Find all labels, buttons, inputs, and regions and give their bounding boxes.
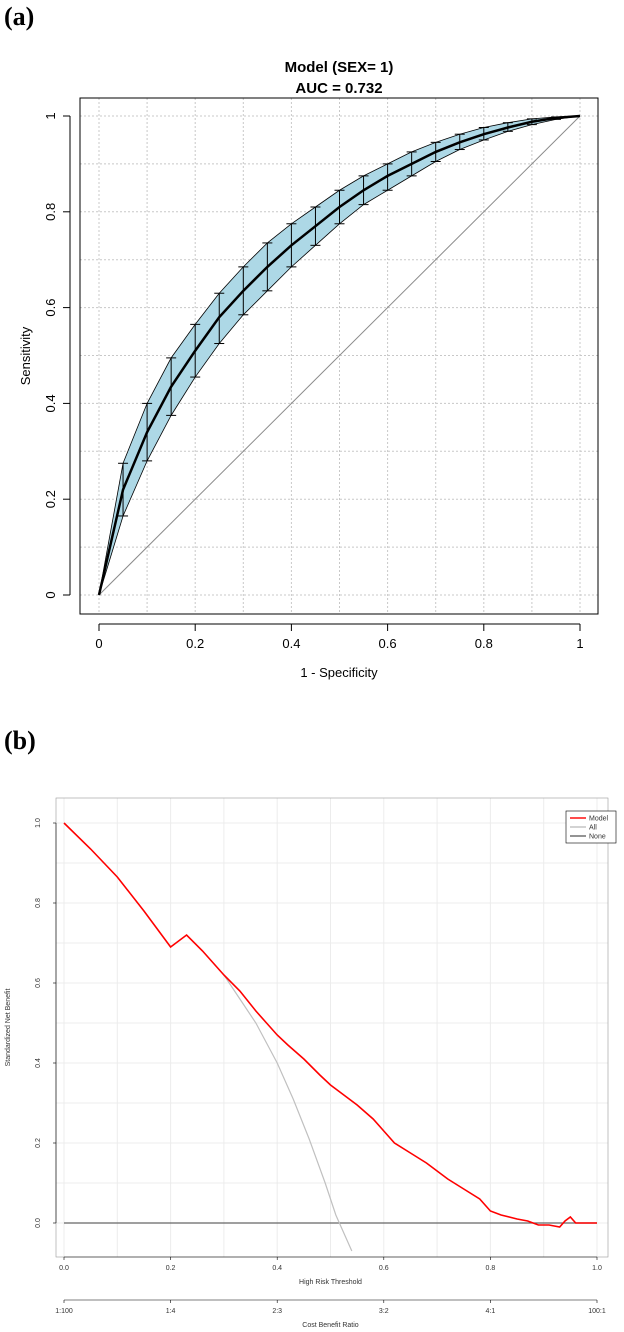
x-tick-label: 1.0	[592, 1265, 602, 1272]
y-tick-label: 0.2	[35, 1138, 42, 1148]
chart-subtitle: AUC = 0.732	[295, 80, 382, 97]
secondary-axis-label: Cost Benefit Ratio	[302, 1322, 359, 1329]
x-tick-label: 0.4	[272, 1265, 282, 1272]
secondary-tick-label: 2:3	[272, 1308, 282, 1315]
y-tick-label: 0.4	[43, 394, 58, 412]
legend-label-model: Model	[589, 816, 609, 823]
y-tick-label: 0.2	[43, 490, 58, 508]
x-tick-label: 0.2	[186, 636, 204, 651]
y-tick-label: 0.4	[35, 1058, 42, 1068]
series-line-all	[186, 934, 353, 1252]
series-line-model	[63, 822, 597, 1228]
x-tick-label: 0.8	[486, 1265, 496, 1272]
secondary-tick-label: 1:4	[166, 1308, 176, 1315]
y-axis-label: Standardized Net Benefit	[5, 989, 12, 1067]
x-tick-label: 0.6	[379, 1265, 389, 1272]
y-tick-label: 1	[43, 112, 58, 119]
y-tick-label: 0	[43, 591, 58, 598]
x-tick-label: 0	[95, 636, 102, 651]
chart-title: Model (SEX= 1)	[285, 59, 394, 76]
legend-label-none: None	[589, 834, 606, 841]
plot-frame	[79, 97, 599, 615]
roc-curve	[97, 114, 581, 596]
x-tick-label: 1	[576, 636, 583, 651]
y-tick-label: 0.6	[43, 299, 58, 317]
reference-diagonal	[98, 115, 581, 596]
x-axis-label: High Risk Threshold	[299, 1279, 362, 1286]
y-tick-label: 1.0	[35, 818, 42, 828]
x-tick-label: 0.2	[166, 1265, 176, 1272]
y-tick-label: 0.0	[35, 1218, 42, 1228]
y-tick-label: 0.8	[35, 898, 42, 908]
y-axis-label: Sensitivity	[18, 326, 33, 385]
x-axis-label: 1 - Specificity	[300, 665, 378, 680]
x-tick-label: 0.8	[475, 636, 493, 651]
plot-frame	[55, 797, 609, 1258]
secondary-tick-label: 100:1	[588, 1308, 606, 1315]
secondary-tick-label: 1:100	[55, 1308, 73, 1315]
panel-label-a: (a)	[4, 2, 35, 31]
y-tick-label: 0.8	[43, 203, 58, 221]
secondary-tick-label: 4:1	[486, 1308, 496, 1315]
series-group	[63, 822, 597, 1252]
panel-label-b: (b)	[4, 726, 36, 755]
legend-label-all: All	[589, 825, 597, 832]
x-tick-label: 0.4	[282, 636, 300, 651]
roc-chart: 0 0 0.2 0.2 0.4 0.4 0.6 0.6 0.8 0.8 1 1 Model (SEX= …	[18, 59, 599, 680]
x-tick-label: 0.6	[379, 636, 397, 651]
secondary-tick-label: 3:2	[379, 1308, 389, 1315]
x-tick-label: 0.0	[59, 1265, 69, 1272]
y-tick-label: 0.6	[35, 978, 42, 988]
